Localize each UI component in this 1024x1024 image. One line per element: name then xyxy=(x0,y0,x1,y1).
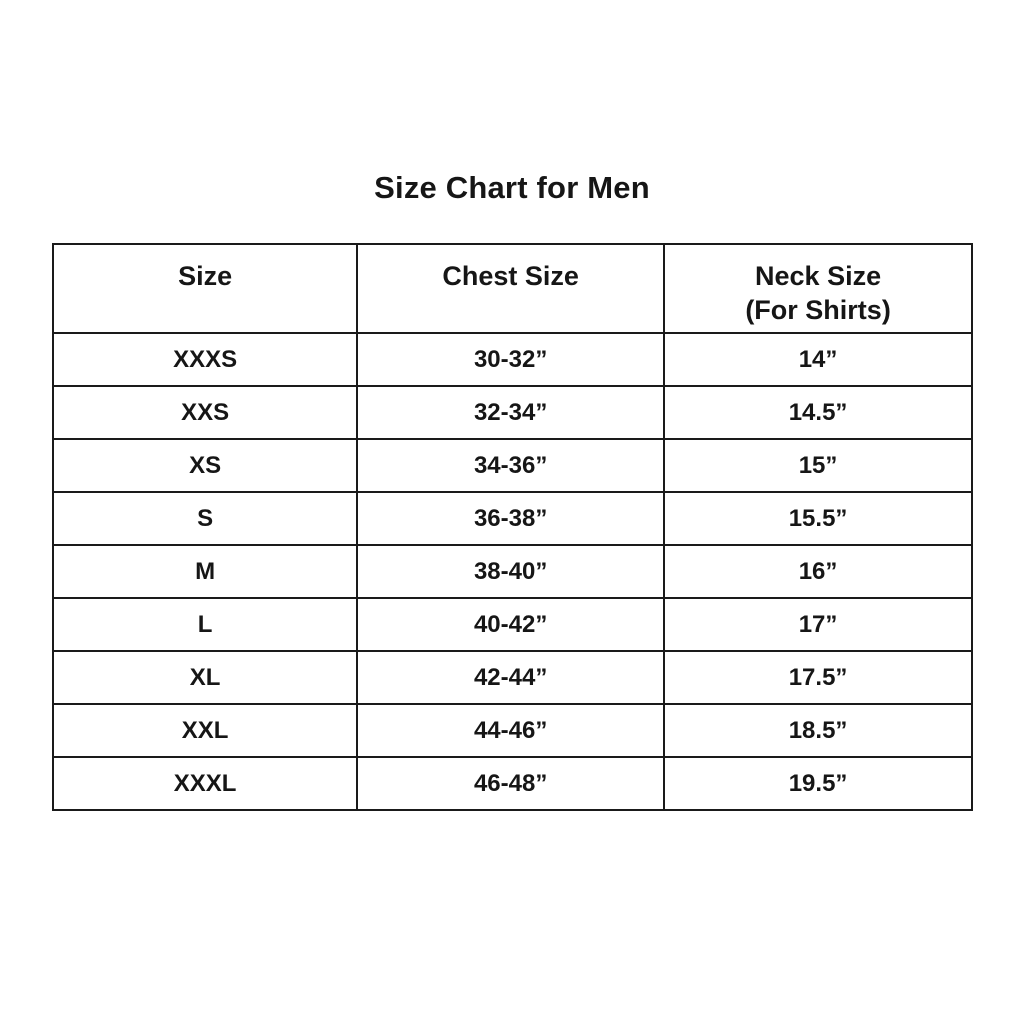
column-header-chest-size-label: Chest Size xyxy=(442,261,579,291)
table-row: XXL 44-46” 18.5” xyxy=(51,703,973,758)
cell-chest: 36-38” xyxy=(356,491,666,546)
column-header-neck-size-subtitle: (For Shirts) xyxy=(745,294,891,325)
table-body: XXXS 30-32” 14” XXS 32-34” 14.5” XS 34-3… xyxy=(51,332,973,811)
cell-size: S xyxy=(51,491,359,546)
table-row: XXXS 30-32” 14” xyxy=(51,332,973,387)
column-header-neck-size: Neck Size (For Shirts) xyxy=(663,243,973,334)
cell-neck: 17.5” xyxy=(663,650,973,705)
column-header-size: Size xyxy=(51,243,359,334)
cell-chest: 32-34” xyxy=(356,385,666,440)
table-row: XXXL 46-48” 19.5” xyxy=(51,756,973,811)
cell-size: XXXL xyxy=(51,756,359,811)
cell-neck: 14.5” xyxy=(663,385,973,440)
size-chart-table: Size Chest Size Neck Size (For Shirts) X… xyxy=(51,243,973,811)
cell-size: M xyxy=(51,544,359,599)
column-header-size-label: Size xyxy=(178,261,233,291)
cell-size: XXXS xyxy=(51,332,359,387)
cell-chest: 30-32” xyxy=(356,332,666,387)
cell-neck: 14” xyxy=(663,332,973,387)
cell-size: L xyxy=(51,597,359,652)
table-row: M 38-40” 16” xyxy=(51,544,973,599)
cell-neck: 18.5” xyxy=(663,703,973,758)
cell-chest: 44-46” xyxy=(356,703,666,758)
cell-chest: 46-48” xyxy=(356,756,666,811)
cell-neck: 16” xyxy=(663,544,973,599)
cell-chest: 34-36” xyxy=(356,438,666,493)
cell-size: XS xyxy=(51,438,359,493)
table-row: XS 34-36” 15” xyxy=(51,438,973,493)
column-header-neck-size-label: Neck Size xyxy=(755,261,882,291)
cell-neck: 15.5” xyxy=(663,491,973,546)
cell-chest: 42-44” xyxy=(356,650,666,705)
column-header-chest-size: Chest Size xyxy=(356,243,666,334)
cell-chest: 40-42” xyxy=(356,597,666,652)
cell-chest: 38-40” xyxy=(356,544,666,599)
page-title: Size Chart for Men xyxy=(374,170,650,205)
header-row: Size Chest Size Neck Size (For Shirts) xyxy=(51,243,973,334)
cell-neck: 17” xyxy=(663,597,973,652)
cell-size: XXL xyxy=(51,703,359,758)
cell-neck: 15” xyxy=(663,438,973,493)
cell-neck: 19.5” xyxy=(663,756,973,811)
table-row: S 36-38” 15.5” xyxy=(51,491,973,546)
cell-size: XXS xyxy=(51,385,359,440)
table-row: XXS 32-34” 14.5” xyxy=(51,385,973,440)
table-header: Size Chest Size Neck Size (For Shirts) xyxy=(51,243,973,334)
table-row: L 40-42” 17” xyxy=(51,597,973,652)
cell-size: XL xyxy=(51,650,359,705)
table-row: XL 42-44” 17.5” xyxy=(51,650,973,705)
